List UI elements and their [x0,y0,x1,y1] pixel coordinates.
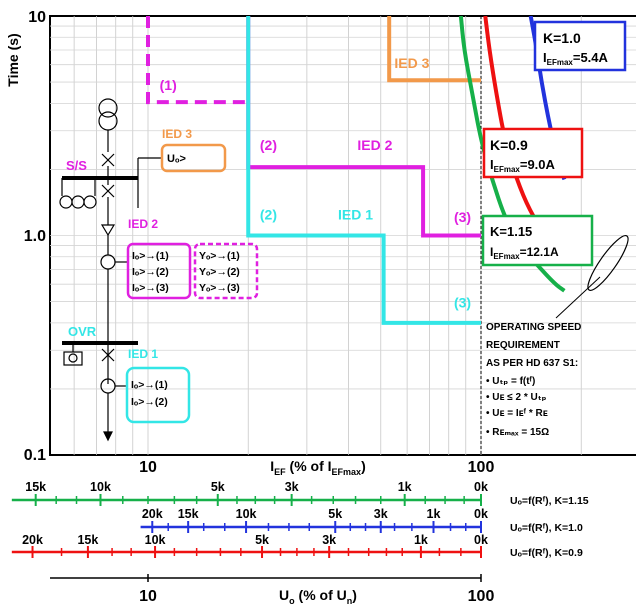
series-label: IED 3 [394,55,429,71]
y-axis-label: Time (s) [5,33,21,86]
operating-speed-note: OPERATING SPEED REQUIREMENT AS PER HD 63… [486,322,581,438]
grounding-transformer-icon [83,195,97,209]
note-item: • Uₜₚ = f(tᶠ) [486,376,535,387]
scale-tick-label: 10k [236,507,257,521]
ied1-function: Iₒ>→(2) [131,396,168,408]
ied2-box [126,242,192,300]
scale-tick-label: 0k [474,533,488,547]
transformer-winding-icon [98,98,118,118]
ied3-box [160,143,227,173]
ied2-alt-function: Yₒ>→(3) [199,282,240,294]
curve-box-line1: K=1.15 [490,224,532,239]
ied2-function: Iₒ>→(2) [132,266,169,278]
scale-formula: Uₒ=f(Rᶠ), K=1.15 [510,495,589,507]
ied1-function: Iₒ>→(1) [131,379,168,391]
uo-tick-label: 10 [139,588,157,605]
ied2-diagram-label: IED 2 [128,217,158,231]
arrow-down-icon [103,431,113,442]
scale-tick-label: 5k [255,533,269,547]
ss-label: S/S [66,158,87,173]
ied2-alt-function: Yₒ>→(1) [199,250,240,262]
operating-region-ellipse [587,234,629,292]
x-tick-label: 100 [468,459,495,476]
cable-termination-icon [100,224,116,237]
uo-tick-label: 100 [468,588,495,605]
series-label: (2) [260,137,277,153]
series-line-2 [246,16,481,325]
series-label: (3) [454,294,471,310]
series-label: (2) [260,207,277,223]
scale-formula: Uₒ=f(Rᶠ), K=0.9 [510,547,583,559]
series-line-1 [246,16,481,238]
curve-box-line2: IEFmax=12.1A [490,245,559,261]
note-title-line: AS PER HD 637 S1: [486,358,578,369]
scale-tick-label: 5k [328,507,342,521]
series-label: IED 2 [357,137,392,153]
series-line-4 [458,16,566,293]
scale-tick-label: 15k [77,533,98,547]
series-line-3 [387,16,481,83]
scale-tick-label: 20k [142,507,163,521]
scale-tick-label: 10k [145,533,166,547]
series-labels: (1) (2) IED 2 (3) (2) IED 1 (3) IED 3 [160,55,471,311]
single-line-diagram [59,98,162,442]
ied3-function: Uₒ> [167,153,186,165]
ovr-label: OVR [68,324,97,339]
ied3-diagram-label: IED 3 [162,127,192,141]
scale-tick-label: 15k [25,480,46,494]
scale-tick-label: 5k [211,480,225,494]
scale-tick-label: 1k [427,507,441,521]
scale-tick-label: 0k [474,507,488,521]
note-title-line: REQUIREMENT [486,340,560,351]
scale-tick-label: 3k [374,507,388,521]
series-label: IED 1 [338,207,373,223]
resistance-scales: 15k 10k 5k 3k 1k 0k Uₒ=f(Rᶠ), K=1.15 20k 15k 10k 5… [11,480,589,559]
y-tick-label: 1.0 [24,228,46,245]
ied2-function: Iₒ>→(3) [132,282,169,294]
ied2-alt-box [193,242,259,300]
note-title-line: OPERATING SPEED [486,322,581,333]
ied1-box [125,366,191,424]
scale-tick-label: 1k [414,533,428,547]
series-label: (3) [454,209,471,225]
series-line-0 [146,16,249,105]
x-axis-label: IEF (% of IEFmax) [270,458,365,477]
ied2-function: Iₒ>→(1) [132,250,169,262]
y-tick-label: 0.1 [24,447,46,464]
ied1-diagram-label: IED 1 [128,347,158,361]
scale-tick-label: 1k [398,480,412,494]
x-tick-label: 10 [139,459,157,476]
transformer-winding-icon [98,111,118,131]
scale-formula: Uₒ=f(Rᶠ), K=1.0 [510,522,583,534]
scale-tick-label: 10k [90,480,111,494]
scale-tick-label: 0k [474,480,488,494]
scale-tick-label: 3k [322,533,336,547]
grounding-transformer-icon [59,195,73,209]
curve-box-k1-15: K=1.15 IEFmax=12.1A [481,214,594,267]
curve-box-k1-0: K=1.0 IEFmax=5.4A [533,20,627,72]
leader-line [555,276,601,319]
note-item: • Rᴇₘₐₓ = 15Ω [486,427,549,438]
curve-box-line2: IEFmax=9.0A [490,157,556,174]
ied2-alt-function: Yₒ>→(2) [199,266,240,278]
curve-box-line1: K=0.9 [490,137,528,153]
curve-box-k0-9: K=0.9 IEFmax=9.0A [482,127,584,179]
scale-tick-label: 3k [285,480,299,494]
y-tick-label: 10 [28,9,46,26]
series-label: (1) [160,77,177,93]
curve-box-line2: IEFmax=5.4A [543,50,609,67]
note-item: • Uᴇ ≤ 2 * Uₜₚ [486,392,547,403]
scale-tick-label: 15k [178,507,199,521]
note-item: • Uᴇ = Iᴇᶠ * Rᴇ [486,408,548,419]
curve-box-line1: K=1.0 [543,30,581,46]
uo-axis-label: Uo (% of Un) [279,587,357,606]
scale-tick-label: 20k [22,533,43,547]
